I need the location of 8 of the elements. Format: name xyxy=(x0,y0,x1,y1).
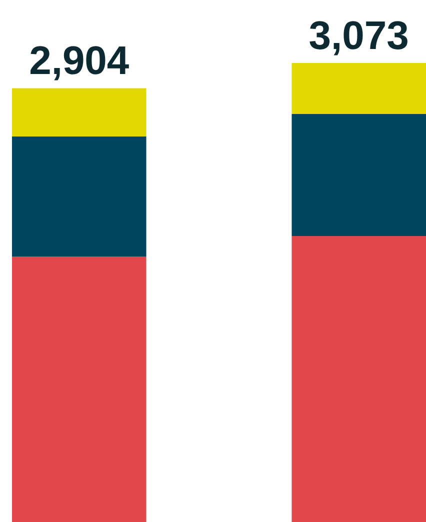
bar xyxy=(12,256,146,522)
annotation: 2,904 xyxy=(29,39,130,84)
text: 3,073 xyxy=(308,14,409,58)
bar xyxy=(12,88,146,136)
bar xyxy=(12,136,146,257)
bar xyxy=(292,114,426,236)
bar xyxy=(292,63,426,114)
bar xyxy=(292,236,426,522)
